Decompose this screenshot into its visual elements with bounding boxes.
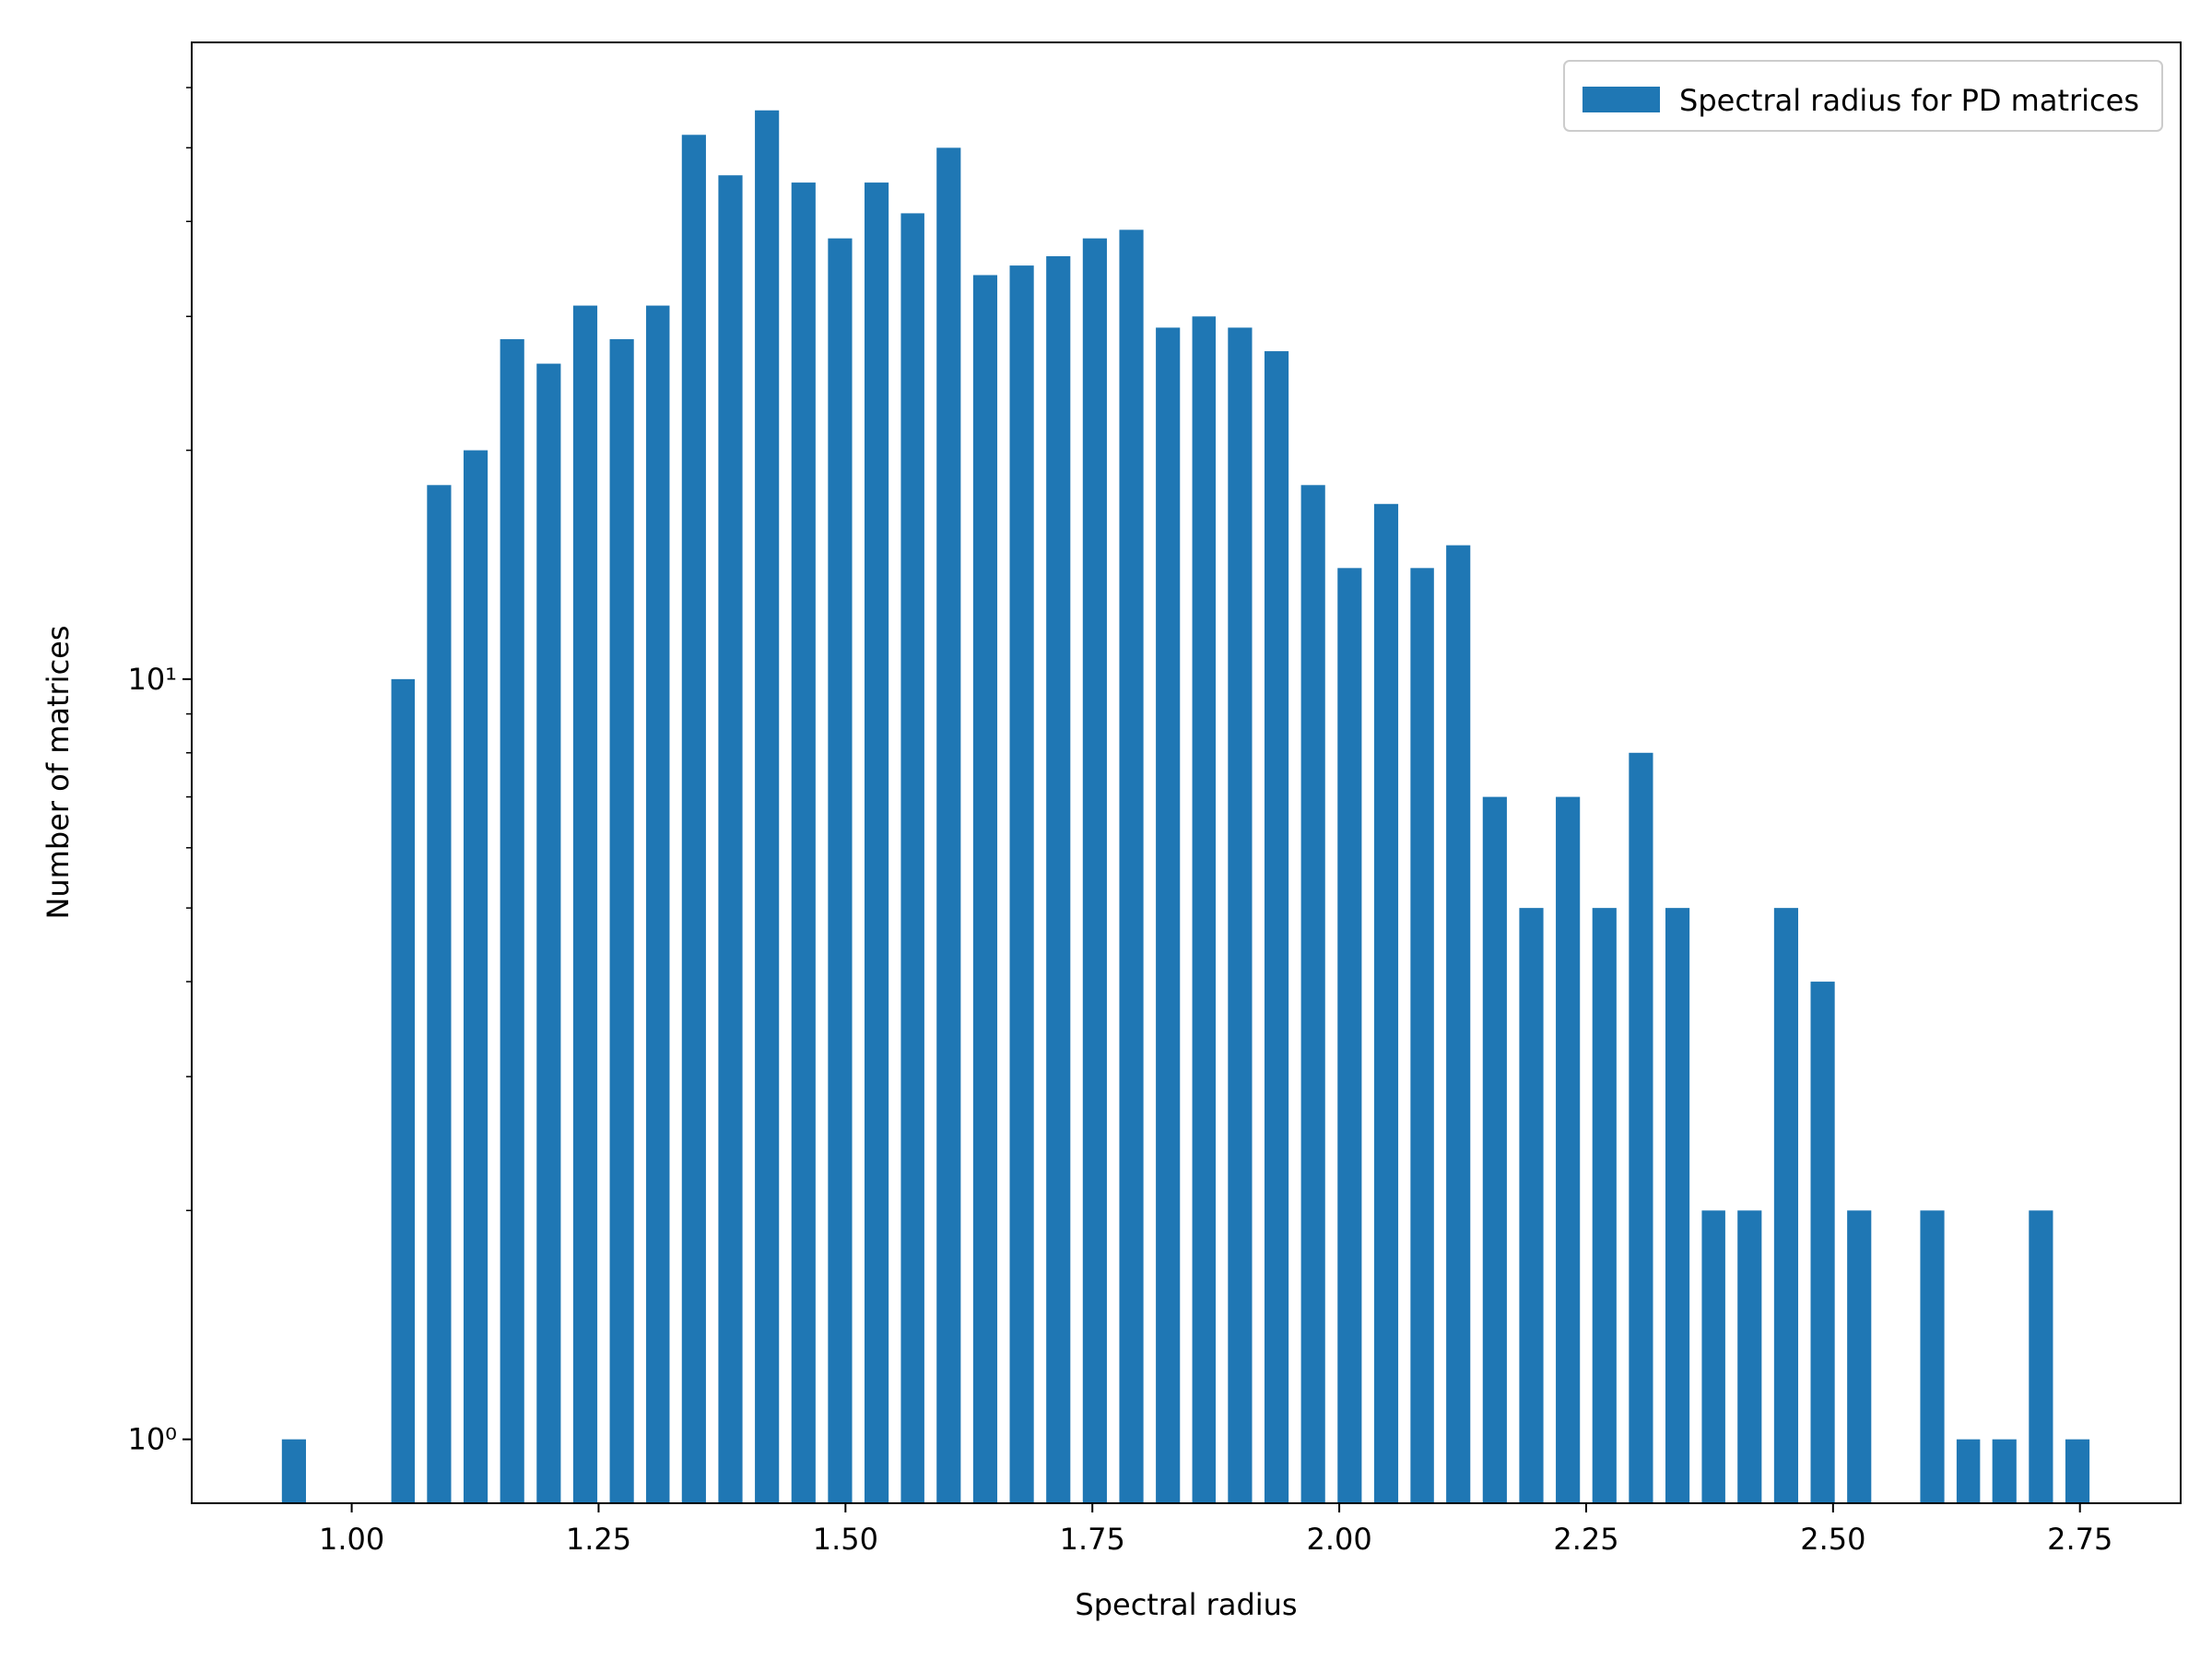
x-tick-label: 2.75 <box>2047 1522 2112 1557</box>
bar <box>609 339 634 1504</box>
x-tick-label: 1.50 <box>813 1522 878 1557</box>
bar <box>646 305 670 1503</box>
bar <box>936 147 961 1503</box>
bar <box>1482 796 1507 1503</box>
bar <box>1701 1210 1725 1503</box>
bar <box>1737 1210 1762 1503</box>
legend-swatch <box>1583 87 1661 112</box>
bar <box>865 182 889 1503</box>
bar <box>1519 908 1544 1503</box>
bar <box>828 238 853 1503</box>
x-tick-label: 2.25 <box>1553 1522 1618 1557</box>
bar <box>1373 503 1399 1504</box>
bar <box>572 305 598 1503</box>
plot-frame <box>191 41 2182 1504</box>
bar <box>1773 908 1799 1503</box>
bar <box>1920 1210 1945 1503</box>
bar <box>1810 982 1835 1503</box>
bar <box>391 678 416 1503</box>
bar <box>900 213 924 1504</box>
bar <box>1082 238 1107 1503</box>
bar <box>1009 265 1034 1504</box>
bar <box>1992 1439 2017 1503</box>
y-tick-label: 10⁰ <box>127 1422 177 1457</box>
bar <box>1629 752 1653 1503</box>
x-tick-label: 1.00 <box>319 1522 384 1557</box>
x-tick-label: 2.00 <box>1306 1522 1371 1557</box>
bar <box>1192 316 1217 1503</box>
y-tick-label: 10¹ <box>127 662 177 697</box>
bar <box>281 1439 306 1503</box>
bar <box>500 339 524 1504</box>
bar <box>1337 568 1362 1503</box>
legend-label: Spectral radius for PD matrices <box>1679 83 2139 118</box>
bar <box>1556 796 1581 1503</box>
bar <box>755 110 780 1503</box>
bar <box>1046 256 1071 1504</box>
bar <box>1592 908 1617 1503</box>
bar <box>972 275 998 1503</box>
x-tick-label: 2.50 <box>1800 1522 1865 1557</box>
bar <box>1228 327 1253 1504</box>
bar <box>463 450 488 1503</box>
bar <box>1156 327 1181 1504</box>
bar <box>791 182 816 1503</box>
bar <box>1264 351 1289 1504</box>
bar <box>681 135 706 1503</box>
bar <box>1119 229 1144 1504</box>
bar <box>427 485 452 1503</box>
bar <box>1446 545 1471 1503</box>
bar <box>1300 485 1325 1503</box>
bar <box>536 363 561 1504</box>
bar <box>2065 1439 2090 1503</box>
x-tick-label: 1.25 <box>566 1522 631 1557</box>
bar <box>1847 1210 1872 1503</box>
bar <box>718 175 743 1503</box>
bar <box>2029 1210 2053 1503</box>
bar <box>1410 568 1434 1503</box>
legend-box <box>1563 60 2163 132</box>
y-axis-label: Number of matrices <box>41 625 76 919</box>
bar <box>1956 1439 1981 1503</box>
legend: Spectral radius for PD matrices <box>1563 60 2163 132</box>
x-tick-label: 1.75 <box>1060 1522 1125 1557</box>
bar <box>1665 908 1690 1503</box>
x-axis-label: Spectral radius <box>1075 1587 1297 1622</box>
